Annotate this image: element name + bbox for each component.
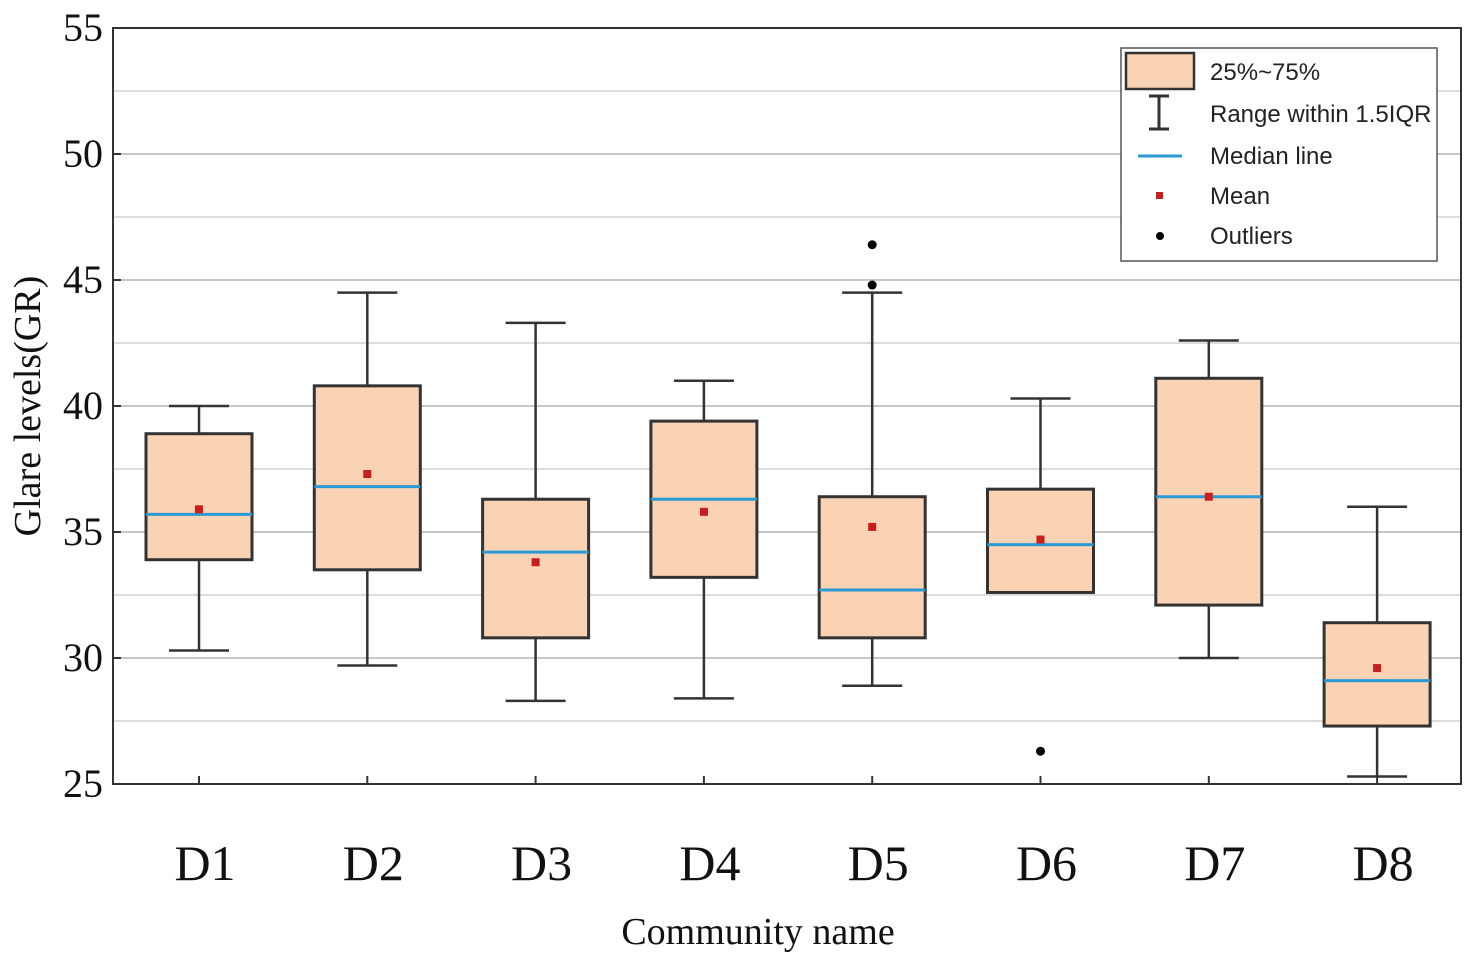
x-tick-label: D3: [511, 835, 572, 891]
iqr-box: [817, 495, 927, 640]
y-tick-label: 30: [63, 635, 103, 680]
box-d3: [481, 321, 591, 703]
legend-label-iqr: 25%~75%: [1210, 59, 1320, 86]
x-tick-label: D2: [343, 835, 404, 891]
mean-marker: [1036, 535, 1045, 544]
x-axis-title: Community name: [621, 911, 894, 953]
x-tick-labels: D1 D2 D3 D4 D5 D6 D7 D8: [174, 776, 1414, 891]
mean-marker: [363, 470, 372, 479]
y-axis-title: Glare levels(GR): [7, 276, 49, 537]
iqr-box: [1322, 621, 1432, 728]
mean-marker: [1373, 664, 1382, 673]
iqr-box: [144, 432, 254, 562]
box-d1: [144, 404, 254, 652]
y-tick-label: 25: [63, 761, 103, 806]
y-tick-labels: 25 30 35 40 45 50 55: [63, 5, 121, 806]
y-tick-label: 50: [63, 131, 103, 176]
legend-box-swatch: [1124, 51, 1196, 91]
outlier-point: [1036, 746, 1045, 756]
box-d2: [312, 291, 422, 667]
y-tick-label: 55: [63, 5, 103, 50]
y-tick-label: 40: [63, 383, 103, 428]
mean-marker: [699, 507, 708, 516]
legend-whisker-icon: [1149, 94, 1169, 131]
box-d8: [1322, 505, 1432, 778]
x-tick-label: D5: [848, 835, 909, 891]
outlier-point: [867, 240, 877, 250]
legend-label-median: Median line: [1210, 143, 1333, 170]
x-tick-label: D1: [174, 835, 235, 891]
iqr-box: [481, 497, 591, 640]
x-tick-label: D7: [1184, 835, 1245, 891]
outlier-point: [867, 280, 877, 290]
legend-mean-icon: [1156, 192, 1163, 199]
y-tick-label: 45: [63, 257, 103, 302]
box-d6: [986, 397, 1095, 756]
legend-label-outliers: Outliers: [1210, 223, 1293, 250]
x-tick-label: D8: [1353, 835, 1414, 891]
boxes: [144, 240, 1432, 778]
mean-marker: [1204, 492, 1213, 501]
box-d5: [817, 240, 927, 687]
legend-outlier-icon: [1156, 232, 1164, 240]
box-d4: [649, 379, 759, 700]
mean-marker: [868, 522, 877, 531]
iqr-box: [1154, 376, 1264, 607]
legend: 25%~75% Range within 1.5IQR Median line …: [1120, 47, 1438, 262]
x-tick-label: D6: [1016, 835, 1077, 891]
legend-label-mean: Mean: [1210, 183, 1270, 210]
mean-marker: [195, 505, 203, 514]
mean-marker: [531, 558, 540, 567]
x-tick-label: D4: [679, 835, 740, 891]
legend-label-range: Range within 1.5IQR: [1210, 101, 1431, 128]
y-tick-label: 35: [63, 509, 103, 554]
box-d7: [1154, 339, 1264, 660]
